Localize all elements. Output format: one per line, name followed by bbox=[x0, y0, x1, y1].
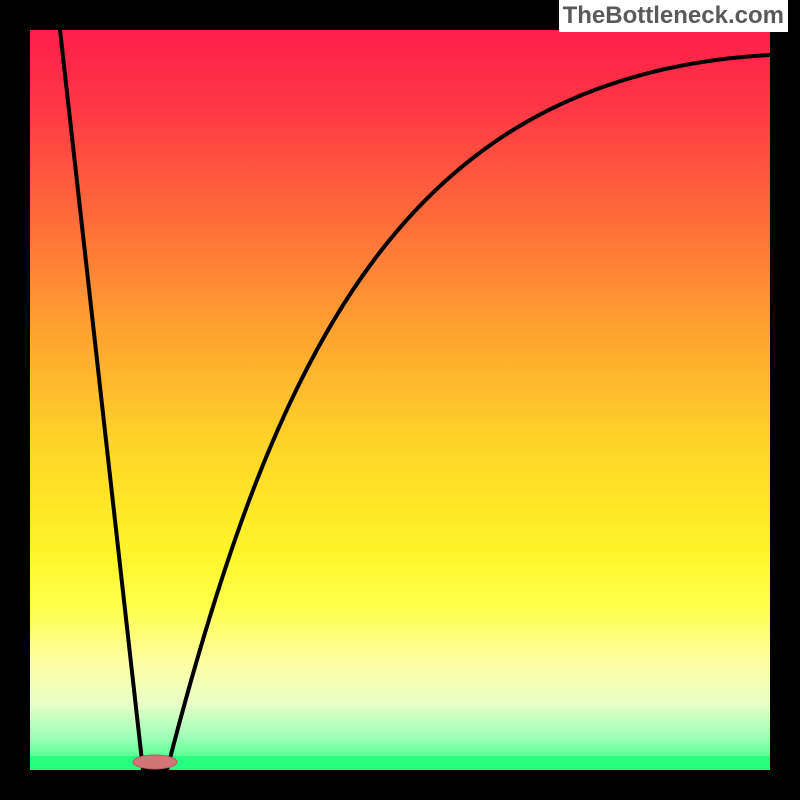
watermark-text: TheBottleneck.com bbox=[559, 0, 788, 32]
optimal-marker bbox=[133, 755, 177, 769]
bottleneck-chart bbox=[0, 0, 800, 800]
plot-background bbox=[30, 30, 770, 770]
chart-container: TheBottleneck.com bbox=[0, 0, 800, 800]
